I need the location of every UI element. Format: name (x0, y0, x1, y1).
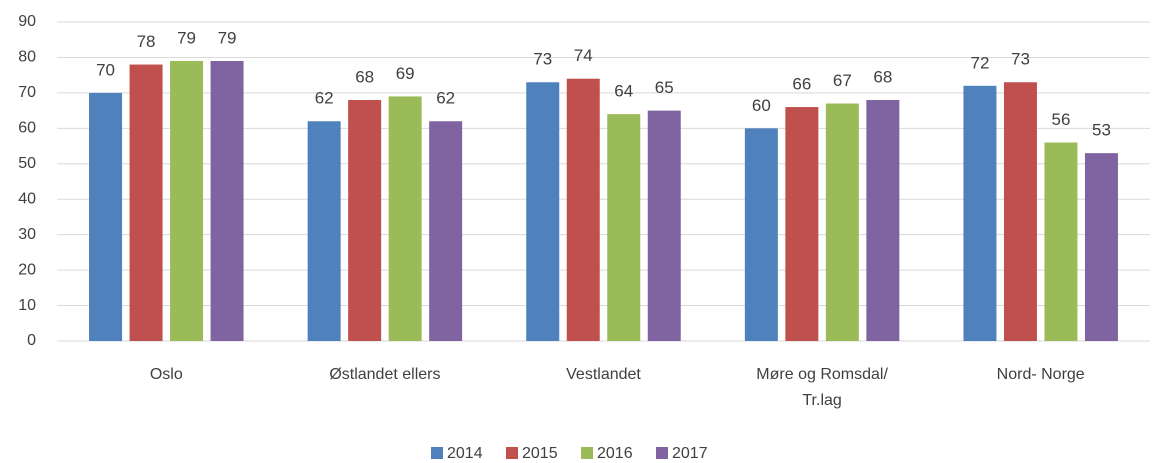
data-label: 66 (792, 75, 811, 94)
bar (866, 99, 900, 341)
y-tick-label: 20 (18, 261, 36, 278)
y-tick-label: 40 (18, 190, 36, 207)
y-tick-label: 10 (18, 297, 36, 314)
x-tick-label: Østlandet ellers (329, 366, 440, 383)
x-tick-label: Vestlandet (566, 366, 641, 383)
data-label: 60 (752, 96, 771, 115)
x-tick-label: Nord- Norge (997, 366, 1085, 383)
data-label: 67 (833, 71, 852, 90)
data-label: 72 (970, 53, 989, 72)
bar (388, 96, 422, 341)
data-label: 78 (137, 32, 156, 51)
bar (170, 60, 204, 341)
legend-swatch (581, 447, 593, 459)
data-label: 79 (177, 28, 196, 47)
bar (744, 128, 778, 341)
data-label: 68 (873, 67, 892, 86)
legend-swatch (431, 447, 443, 459)
y-tick-label: 0 (27, 332, 36, 349)
y-tick-label: 90 (18, 13, 36, 30)
legend-label: 2017 (672, 445, 708, 462)
data-label: 79 (218, 28, 237, 47)
data-label: 56 (1051, 110, 1070, 129)
data-label: 73 (533, 50, 552, 69)
bar (129, 64, 163, 342)
bar (429, 121, 463, 341)
data-label: 69 (396, 64, 415, 83)
data-label: 53 (1092, 121, 1111, 140)
data-label: 64 (614, 82, 633, 101)
data-label: 70 (96, 60, 115, 79)
bar (1003, 82, 1037, 341)
bar (647, 110, 681, 341)
data-label: 68 (355, 67, 374, 86)
bar (1044, 142, 1078, 341)
data-label: 74 (574, 46, 593, 65)
bar (963, 85, 997, 341)
bar (825, 103, 859, 342)
legend-swatch (506, 447, 518, 459)
data-label: 65 (655, 78, 674, 97)
bar (307, 121, 341, 341)
legend-label: 2016 (597, 445, 633, 462)
bar (210, 60, 244, 341)
bar (526, 82, 560, 341)
data-label: 73 (1011, 50, 1030, 69)
data-label: 62 (436, 89, 455, 108)
y-tick-label: 60 (18, 120, 36, 137)
bar (785, 107, 819, 341)
legend-label: 2015 (522, 445, 558, 462)
bar (566, 78, 600, 341)
data-label: 62 (315, 89, 334, 108)
bar (607, 114, 641, 342)
bar (89, 92, 123, 341)
y-tick-label: 70 (18, 84, 36, 101)
y-tick-label: 80 (18, 49, 36, 66)
y-tick-label: 30 (18, 226, 36, 243)
y-tick-label: 50 (18, 155, 36, 172)
legend-swatch (656, 447, 668, 459)
bar (348, 99, 382, 341)
legend-label: 2014 (447, 445, 483, 462)
x-tick-label: Møre og Romsdal/Tr.lag (756, 366, 888, 409)
bar (1084, 153, 1118, 341)
x-tick-label: Oslo (150, 366, 183, 383)
